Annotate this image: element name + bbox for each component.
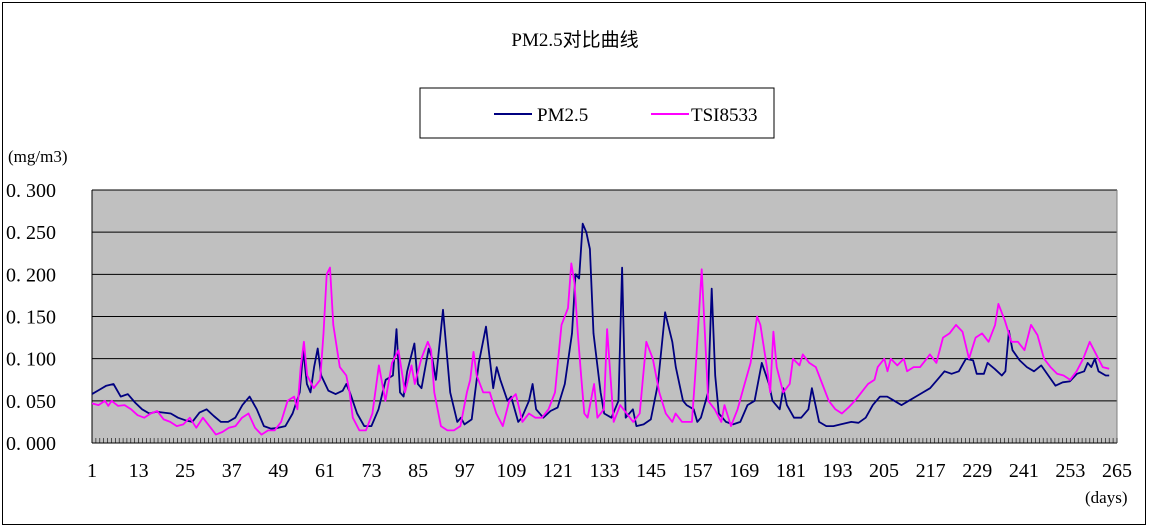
x-minor-ticks [91, 438, 1118, 443]
x-tick-label: 181 [776, 460, 806, 482]
x-tick-label: 121 [543, 460, 573, 482]
x-tick-label: 229 [962, 460, 992, 482]
legend: PM2.5 TSI8533 [419, 87, 775, 139]
y-tick-label: 0. 000 [6, 433, 56, 455]
plot-area: 0. 000 0. 050 0. 100 0. 150 0. 200 0. 250 0. 3… [6, 180, 1132, 482]
legend-label-pm25: PM2.5 [537, 105, 588, 126]
y-tick-label: 0. 200 [6, 264, 56, 286]
x-tick-label: 169 [729, 460, 759, 482]
chart-title: PM2.5对比曲线 [511, 29, 638, 51]
x-tick-label: 61 [315, 460, 335, 482]
y-axis-label: (mg/m3) [8, 147, 68, 166]
x-axis-label: (days) [1085, 488, 1127, 507]
x-tick-label: 49 [268, 460, 288, 482]
x-tick-label: 109 [496, 460, 526, 482]
y-tick-label: 0. 300 [6, 180, 56, 202]
legend-label-tsi8533: TSI8533 [691, 105, 758, 126]
y-tick-label: 0. 100 [6, 349, 56, 371]
x-tick-label: 133 [590, 460, 620, 482]
y-tick-label: 0. 250 [6, 222, 56, 244]
series-line-tsi8533 [92, 262, 1110, 436]
x-tick-label: 1 [87, 460, 97, 482]
series-line-pm25 [92, 222, 1110, 430]
legend-box [419, 87, 775, 139]
x-tick-label: 241 [1009, 460, 1039, 482]
x-tick-label: 85 [408, 460, 428, 482]
x-tick-label: 253 [1055, 460, 1085, 482]
x-tick-label: 217 [916, 460, 946, 482]
y-tick-label: 0. 050 [6, 391, 56, 413]
y-tick-label: 0. 150 [6, 307, 56, 329]
x-tick-label: 97 [455, 460, 475, 482]
x-tick-label: 37 [222, 460, 242, 482]
x-tick-label: 157 [683, 460, 713, 482]
x-tick-label: 13 [129, 460, 149, 482]
x-tick-label: 25 [175, 460, 195, 482]
x-tick-label: 73 [362, 460, 382, 482]
x-tick-label: 265 [1102, 460, 1132, 482]
x-tick-label: 193 [822, 460, 852, 482]
x-tick-label: 205 [869, 460, 899, 482]
x-tick-label: 145 [636, 460, 666, 482]
